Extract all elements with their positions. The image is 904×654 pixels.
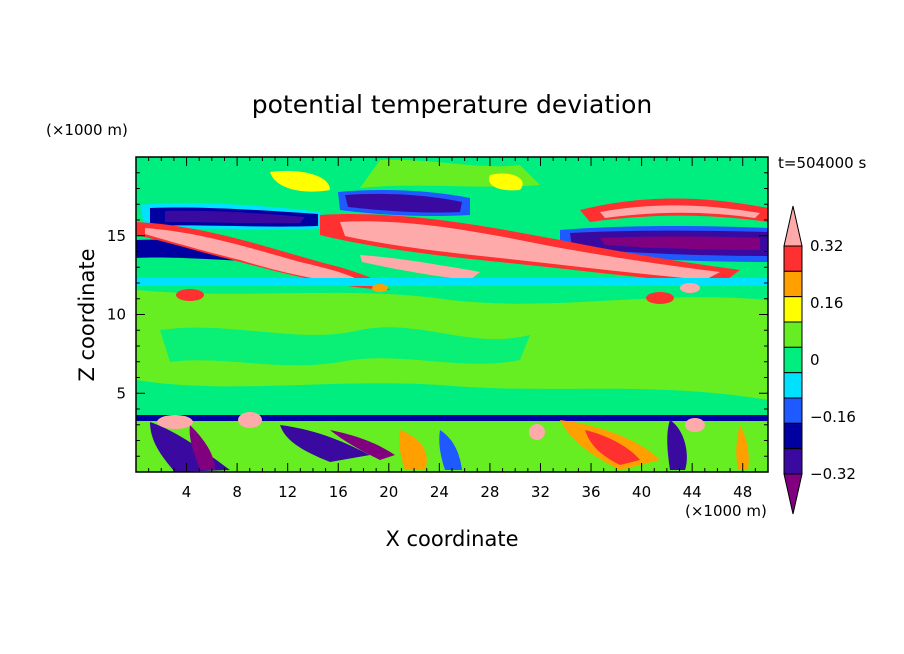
colorbar-box (783, 296, 803, 323)
x-tick-label: 28 (480, 483, 499, 501)
chart-title: potential temperature deviation (252, 90, 652, 119)
field-cell-3 (680, 283, 700, 293)
x-tick-label: 40 (632, 483, 651, 501)
colorbar-bottom-arrow (783, 473, 803, 515)
x-tick-label: 4 (182, 483, 192, 501)
field-low-neg-3 (280, 425, 370, 462)
field-low-pos-4 (736, 425, 749, 470)
field-low-neg-5 (439, 430, 462, 470)
field-low-pink-2 (238, 412, 262, 428)
field-right-pink (600, 205, 760, 218)
colorbar-box (783, 422, 803, 450)
colorbar-tick-label: 0.32 (810, 237, 843, 255)
field-low-boundary (136, 415, 768, 421)
x-tick-label: 36 (581, 483, 600, 501)
field-low-pink-1 (157, 415, 193, 429)
field-low-neg-2 (189, 425, 215, 470)
field-top-yellow-2 (489, 173, 523, 191)
field-low-pink-4 (685, 418, 705, 432)
field-cell-4 (372, 284, 388, 292)
y-tick-label: 10 (107, 306, 126, 324)
x-axis-label: X coordinate (385, 527, 518, 551)
field-upper-indigo (165, 210, 305, 224)
colorbar-box (783, 372, 803, 399)
field-upper-pink (145, 228, 365, 284)
y-tick-label: 15 (107, 227, 126, 245)
colorbar: 0.32 0.16 0 −0.16 −0.32 (783, 205, 856, 515)
field-cell-1 (176, 289, 204, 301)
colorbar-tick-label: −0.16 (810, 408, 856, 426)
colorbar-box (783, 321, 803, 348)
colorbar-tick-label: 0.16 (810, 294, 843, 312)
contour-field (136, 157, 768, 472)
field-low-pos-3 (399, 430, 427, 470)
colorbar-top-arrow (783, 205, 803, 247)
field-low-pos-2 (585, 430, 640, 465)
colorbar-box (783, 397, 803, 424)
x-tick-label: 8 (232, 483, 242, 501)
field-upper-indigo-2 (345, 193, 462, 213)
x-units-label: (×1000 m) (685, 502, 767, 520)
colorbar-box (783, 245, 803, 272)
field-top-yellow (270, 170, 330, 192)
field-low-neg-4 (330, 430, 395, 460)
y-tick-label: 5 (116, 384, 126, 402)
x-tick-label: 20 (379, 483, 398, 501)
field-central-pink-2 (360, 255, 480, 280)
time-label: t=504000 s (778, 154, 866, 172)
field-low-neg-6 (667, 420, 687, 470)
y-units-label: (×1000 m) (46, 121, 128, 139)
x-tick-label: 12 (278, 483, 297, 501)
colorbar-tick-label: 0 (810, 351, 820, 369)
field-low-pink-3 (529, 424, 545, 440)
field-cell-2 (646, 292, 674, 304)
x-tick-label: 48 (733, 483, 752, 501)
y-axis-label: Z coordinate (75, 248, 99, 381)
colorbar-box (783, 448, 803, 475)
x-tick-label: 16 (329, 483, 348, 501)
field-tropo-band (136, 278, 768, 286)
colorbar-tick-label: −0.32 (810, 465, 856, 483)
x-tick-label: 44 (683, 483, 702, 501)
field-right-purple (600, 236, 760, 250)
x-tick-label: 32 (531, 483, 550, 501)
field-mid-cool (160, 327, 530, 366)
x-axis-ticks: 4 8 12 16 20 24 28 32 36 40 44 48 (148, 157, 756, 501)
colorbar-box (783, 270, 803, 298)
x-tick-label: 24 (430, 483, 449, 501)
y-axis-ticks: 5 10 15 (107, 172, 768, 457)
field-central-pink (340, 221, 720, 280)
colorbar-box (783, 346, 803, 374)
